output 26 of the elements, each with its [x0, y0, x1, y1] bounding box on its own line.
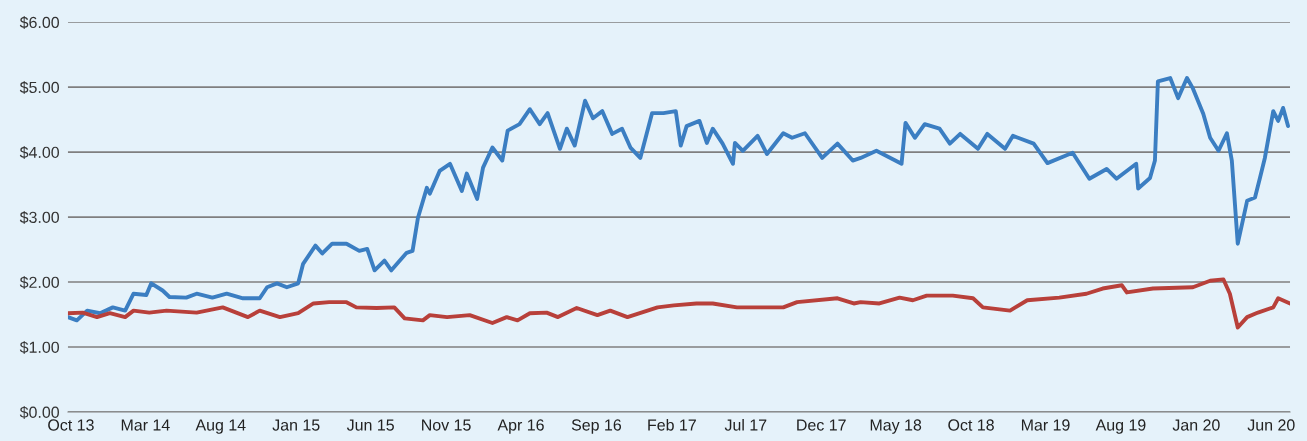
- y-tick-label: $6.00: [19, 16, 60, 30]
- x-tick-label: Oct 13: [48, 419, 94, 431]
- x-tick-label: Aug 19: [1095, 419, 1146, 434]
- x-tick-label: Oct 18: [948, 419, 994, 431]
- x-tick-label: Mar 14: [121, 419, 170, 431]
- y-tick-label: $2.00: [19, 276, 60, 289]
- y-tick-label: $4.00: [19, 146, 60, 159]
- line-series: [67, 277, 1291, 330]
- x-tick-label: Mar 19: [1021, 419, 1070, 431]
- x-tick-label: Jun 20: [1247, 419, 1295, 431]
- x-tick-label: Aug 14: [195, 419, 246, 434]
- x-tick-label: Nov 15: [422, 419, 471, 431]
- x-tick-label: Dec 17: [797, 419, 846, 431]
- x-tick-label: Apr 16: [497, 419, 544, 434]
- x-tick-label: Sep 16: [571, 419, 622, 434]
- y-tick-label: $0.00: [19, 405, 60, 419]
- y-tick-label: $1.00: [19, 340, 60, 354]
- x-tick-label: Jan 20: [1172, 419, 1220, 431]
- line-series: [67, 76, 1290, 323]
- x-tick-label: Jul 17: [724, 418, 767, 431]
- x-tick-label: Jun 15: [346, 419, 394, 431]
- x-tick-label: Jan 15: [272, 419, 320, 431]
- x-tick-label: May 18: [870, 419, 922, 434]
- y-tick-label: $5.00: [19, 81, 60, 95]
- y-tick-label: $3.00: [19, 211, 60, 224]
- x-tick-label: Feb 17: [648, 418, 696, 431]
